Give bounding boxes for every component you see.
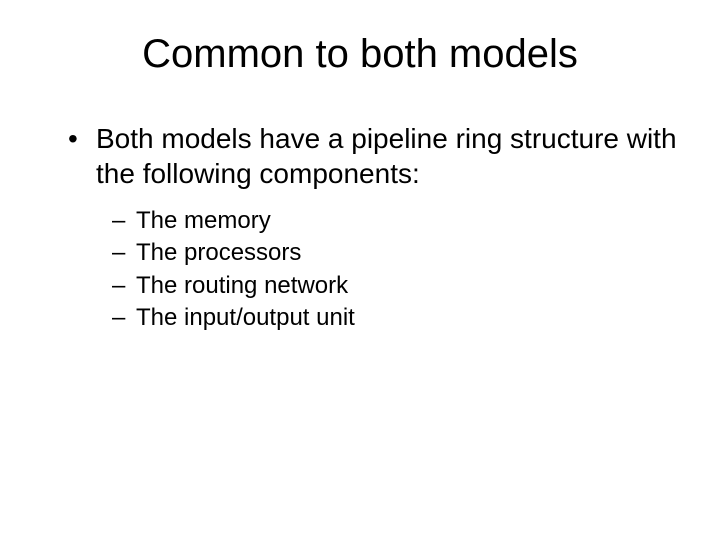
sub-bullet-item: The processors (112, 237, 680, 269)
slide-title: Common to both models (40, 32, 680, 77)
slide-container: Common to both models Both models have a… (0, 0, 720, 540)
sub-bullet-item: The input/output unit (112, 302, 680, 334)
sub-bullet-item: The routing network (112, 270, 680, 302)
sub-bullet-list: The memory The processors The routing ne… (112, 205, 680, 335)
main-bullet: Both models have a pipeline ring structu… (68, 121, 680, 191)
sub-bullet-item: The memory (112, 205, 680, 237)
